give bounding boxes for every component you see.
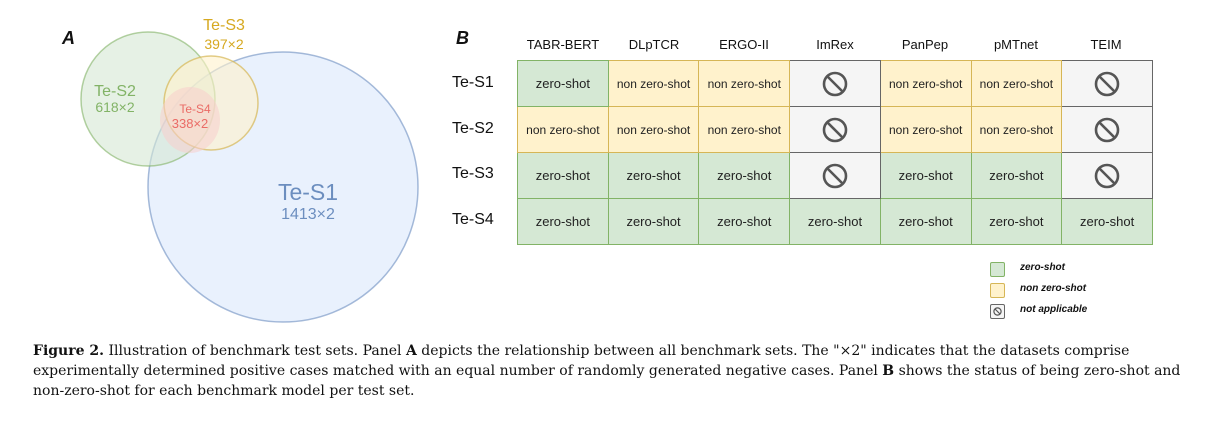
cell-zero-shot: zero-shot [1061, 198, 1153, 245]
column-header: DLpTCR [628, 37, 680, 52]
panel-a-label: A [62, 28, 75, 48]
caption-text: Illustration of benchmark test sets. Pan… [104, 343, 406, 359]
venn-diagram: Te-S1 1413×2 Te-S2 618×2 Te-S3 397×2 Te-… [80, 17, 419, 323]
cell-zero-shot: zero-shot [698, 198, 791, 245]
legend-swatch-not-applicable [990, 304, 1005, 319]
cell-non-zero-shot: non zero-shot [698, 106, 791, 153]
column-header: ERGO-II [719, 37, 769, 52]
cell-zero-shot: zero-shot [607, 152, 700, 199]
venn-region-te-s4 [160, 87, 220, 153]
column-header: TEIM [1090, 37, 1122, 52]
prohibited-icon [1094, 117, 1120, 142]
cell-zero-shot: zero-shot [607, 198, 700, 245]
cell-zero-shot: zero-shot [879, 198, 972, 245]
cell-non-zero-shot: non zero-shot [970, 106, 1063, 153]
venn-label-te-s2: Te-S2 [94, 83, 136, 100]
column-header: TABR-BERT [526, 37, 600, 52]
column-header: pMTnet [993, 37, 1039, 52]
cell-zero-shot: zero-shot [517, 198, 609, 245]
caption-text: shows the status of being zero-shot and … [33, 363, 1181, 399]
venn-count-te-s3: 397×2 [204, 36, 244, 52]
figure-2: A Te-S1 1413×2 Te-S2 618×2 Te-S3 397×2 T… [62, 17, 1153, 323]
column-header: ImRex [816, 37, 854, 52]
venn-label-te-s4: Te-S4 [179, 102, 211, 116]
venn-label-te-s3: Te-S3 [203, 17, 245, 34]
cell-not-applicable [1061, 60, 1153, 107]
cell-zero-shot: zero-shot [698, 152, 791, 199]
caption-bold: B [882, 363, 895, 379]
table-row: zero-shot non zero-shot non zero-shot non z… [517, 60, 1153, 107]
legend-label: zero-shot [1020, 262, 1065, 273]
caption-label: Figure 2. [33, 343, 104, 359]
column-header: PanPep [901, 37, 949, 52]
cell-zero-shot: zero-shot [970, 152, 1063, 199]
venn-count-te-s1: 1413×2 [281, 206, 335, 223]
cell-non-zero-shot: non zero-shot [970, 60, 1063, 107]
venn-count-te-s2: 618×2 [95, 99, 135, 115]
caption-bold: A [405, 343, 417, 359]
prohibited-icon [1094, 163, 1120, 188]
prohibited-icon [822, 71, 848, 96]
legend-label: not applicable [1020, 304, 1088, 315]
table-row: non zero-shot non zero-shot non zero-shot n… [517, 106, 1153, 153]
cell-non-zero-shot: non zero-shot [698, 60, 791, 107]
row-header: Te-S4 [452, 211, 494, 228]
cell-zero-shot: zero-shot [789, 198, 881, 245]
caption-text: depicts the relationship between all ben… [33, 343, 1130, 379]
cell-zero-shot: zero-shot [517, 152, 609, 199]
venn-count-te-s4: 338×2 [172, 116, 209, 131]
table-row: zero-shot zero-shot zero-shot zero-shot zero… [517, 152, 1153, 199]
cell-zero-shot: zero-shot [970, 198, 1063, 245]
prohibited-icon [1094, 71, 1120, 96]
panel-b-label: B [456, 28, 469, 48]
cell-non-zero-shot: non zero-shot [879, 106, 972, 153]
cell-not-applicable [789, 106, 881, 153]
prohibited-icon [993, 307, 1002, 316]
cell-not-applicable [789, 60, 881, 107]
row-header: Te-S2 [452, 120, 494, 137]
cell-non-zero-shot: non zero-shot [517, 106, 609, 153]
cell-zero-shot: zero-shot [517, 60, 609, 107]
cell-zero-shot: zero-shot [879, 152, 972, 199]
prohibited-icon [822, 163, 848, 188]
legend-label: non zero-shot [1020, 283, 1087, 294]
row-header: Te-S3 [452, 165, 494, 182]
legend-swatch-zero-shot [990, 262, 1005, 277]
zero-shot-status-table: zero-shot non zero-shot non zero-shot non z… [517, 60, 1153, 245]
legend-swatch-non-zero-shot [990, 283, 1005, 298]
cell-not-applicable [1061, 152, 1153, 199]
cell-non-zero-shot: non zero-shot [879, 60, 972, 107]
row-header: Te-S1 [452, 74, 494, 91]
figure-caption: Figure 2. Illustration of benchmark test… [33, 341, 1185, 401]
cell-non-zero-shot: non zero-shot [607, 106, 700, 153]
venn-label-te-s1: Te-S1 [278, 179, 338, 205]
prohibited-icon [822, 117, 848, 142]
cell-not-applicable [1061, 106, 1153, 153]
cell-non-zero-shot: non zero-shot [607, 60, 700, 107]
table-row: zero-shot zero-shot zero-shot zero-shot zero… [517, 198, 1153, 245]
cell-not-applicable [789, 152, 881, 199]
